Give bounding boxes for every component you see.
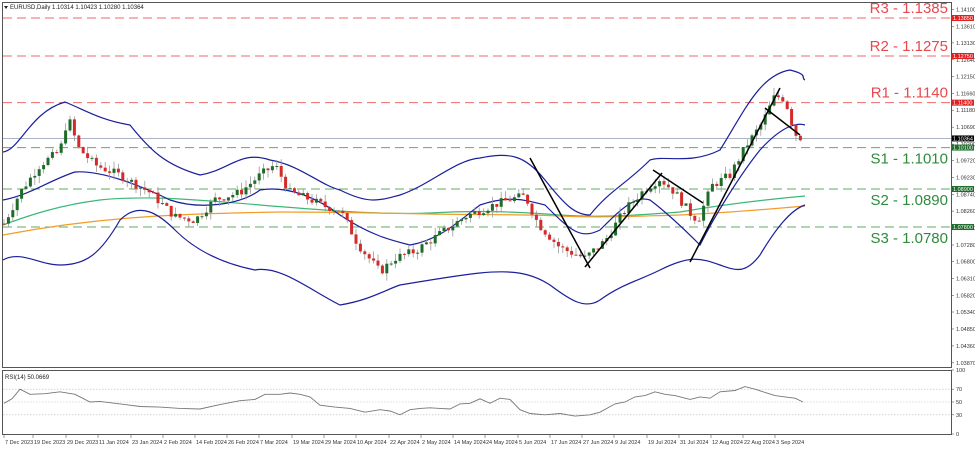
rsi-pane[interactable] <box>2 370 952 435</box>
dropdown-triangle-icon[interactable] <box>4 6 8 9</box>
ma-green <box>2 195 806 226</box>
rsi-tick-label: 30 <box>956 413 962 419</box>
date-tick-label: 14 May 2024 <box>454 440 486 446</box>
price-tick-label: 1.05820 <box>956 293 975 299</box>
level-labels: R3 - 1.1385 R2 - 1.1275 R1 - 1.1140 S1 - 1.… <box>870 0 948 247</box>
current-price-tag: 1.10364 <box>953 136 973 142</box>
chart-title: EURUSD,Daily 1.10314 1.10423 1.10280 1.1… <box>4 5 144 11</box>
rsi-tick-label: 70 <box>956 387 962 393</box>
date-tick-label: 9 Jul 2024 <box>615 440 640 446</box>
level-price-tag: 1.11400 <box>953 101 972 107</box>
rsi-line <box>3 386 804 417</box>
price-tick-label: 1.03870 <box>956 361 975 367</box>
date-tick-label: 10 Apr 2024 <box>357 440 387 446</box>
price-tick-label: 1.09720 <box>956 159 975 165</box>
level-label-s3: S3 - 1.0780 <box>870 230 948 247</box>
date-tick-label: 7 Dec 2023 <box>5 440 33 446</box>
price-tick-label: 1.11180 <box>956 108 975 114</box>
price-tick-label: 1.10690 <box>956 125 975 131</box>
rsi-tick-label: 100 <box>956 368 965 374</box>
date-tick-label: 27 Jun 2024 <box>583 440 613 446</box>
price-tick-label: 1.14100 <box>956 7 975 13</box>
price-tick-label: 1.13130 <box>956 41 975 47</box>
price-pane[interactable] <box>2 2 952 368</box>
trendlines[interactable] <box>529 87 801 269</box>
date-tick-label: 14 Feb 2024 <box>196 440 227 446</box>
symbol-title: EURUSD,Daily 1.10314 1.10423 1.10280 1.1… <box>10 5 144 11</box>
price-tick-label: 1.12150 <box>956 75 975 81</box>
date-tick-label: 12 Aug 2024 <box>712 440 743 446</box>
price-tick-label: 1.08740 <box>956 193 975 199</box>
trendline <box>689 87 781 263</box>
level-price-tag: 1.12750 <box>953 54 973 60</box>
level-label-s1: S1 - 1.1010 <box>870 151 948 168</box>
date-tick-label: 22 Apr 2024 <box>390 440 420 446</box>
date-tick-label: 5 Jun 2024 <box>519 440 546 446</box>
date-tick-label: 29 Dec 2023 <box>67 440 98 446</box>
date-tick-label: 31 Jul 2024 <box>680 440 708 446</box>
date-tick-label: 11 Jan 2024 <box>99 440 129 446</box>
price-axis[interactable]: 1.14100 1.13610 1.13130 1.12640 1.12150 1.116… <box>951 7 975 367</box>
trendline <box>764 107 801 136</box>
date-tick-label: 29 Mar 2024 <box>325 440 356 446</box>
date-tick-label: 23 Jan 2024 <box>132 440 162 446</box>
level-price-tag: 1.13850 <box>953 16 973 22</box>
bb-lower <box>2 204 806 306</box>
date-tick-label: 26 Feb 2024 <box>228 440 259 446</box>
level-label-r2: R2 - 1.1275 <box>870 38 948 55</box>
price-tick-label: 1.12640 <box>956 58 975 64</box>
level-label-s2: S2 - 1.0890 <box>870 192 948 209</box>
price-tick-label: 1.07280 <box>956 243 975 249</box>
price-tick-label: 1.04360 <box>956 344 975 350</box>
candlesticks <box>2 87 802 281</box>
bollinger-bands <box>2 69 806 306</box>
price-tick-label: 1.04850 <box>956 327 975 333</box>
level-lines <box>3 17 951 228</box>
price-tick-label: 1.08260 <box>956 209 975 215</box>
ma-orange <box>2 205 806 236</box>
level-price-tag: 1.10100 <box>953 146 973 152</box>
price-tick-label: 1.11660 <box>956 92 975 98</box>
date-tick-label: 17 Jun 2024 <box>551 440 581 446</box>
moving-averages <box>2 195 806 236</box>
date-tick-label: 22 Aug 2024 <box>744 440 775 446</box>
trendline <box>652 169 704 204</box>
bb-middle <box>2 123 806 247</box>
date-tick-label: 19 Dec 2023 <box>34 440 65 446</box>
date-tick-label: 7 Mar 2024 <box>260 440 288 446</box>
price-tick-label: 1.09230 <box>956 176 975 182</box>
rsi-title: RSI(14) 50.0669 <box>5 375 50 381</box>
rsi-tick-label: 50 <box>956 400 962 406</box>
price-tick-label: 1.06310 <box>956 277 975 283</box>
date-tick-label: 2 Feb 2024 <box>164 440 192 446</box>
level-label-r1: R1 - 1.1140 <box>871 85 948 102</box>
date-tick-label: 2 May 2024 <box>422 440 451 446</box>
date-tick-label: 24 May 2024 <box>486 440 518 446</box>
bb-upper <box>2 69 806 216</box>
trendline <box>584 172 663 268</box>
rsi-indicator: 100 70 50 30 0 <box>3 368 965 438</box>
level-label-r3: R3 - 1.1385 <box>870 0 948 17</box>
time-axis[interactable]: 7 Dec 2023 19 Dec 2023 29 Dec 2023 11 Jan 2… <box>3 435 804 446</box>
level-price-tag: 1.07800 <box>953 225 973 231</box>
trendline <box>529 157 591 269</box>
date-tick-label: 19 Jul 2024 <box>648 440 676 446</box>
date-tick-label: 3 Sep 2024 <box>776 440 804 446</box>
rsi-tick-label: 0 <box>956 432 959 438</box>
price-tick-label: 1.06800 <box>956 260 975 266</box>
price-tick-label: 1.05340 <box>956 310 975 316</box>
price-tick-label: 1.13610 <box>956 24 975 30</box>
date-tick-label: 19 Mar 2024 <box>293 440 324 446</box>
level-price-tag: 1.08900 <box>953 187 973 193</box>
